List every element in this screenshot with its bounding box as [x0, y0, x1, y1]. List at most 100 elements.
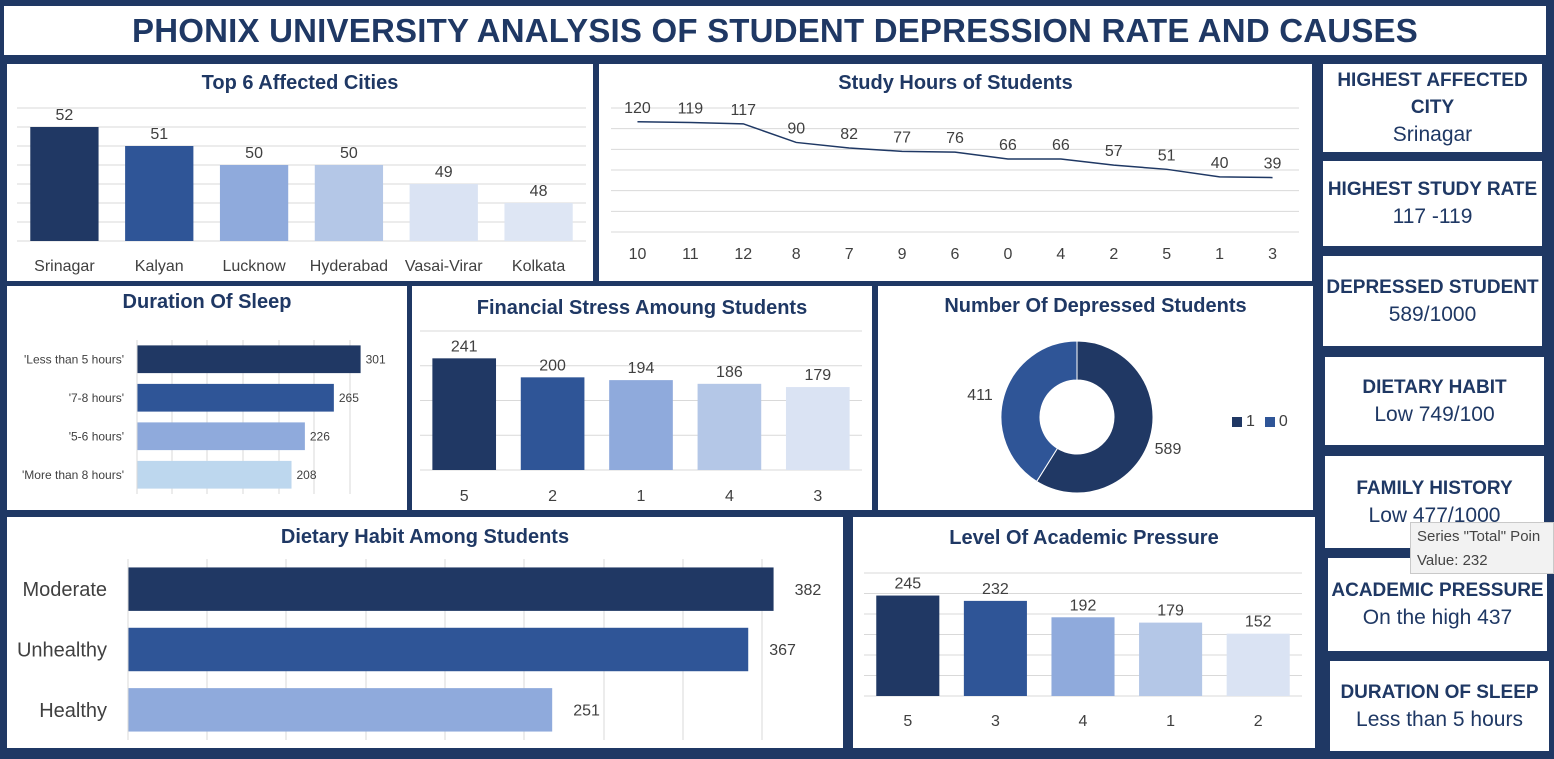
category-label: 1	[637, 488, 646, 505]
category-label: Hyderabad	[310, 258, 388, 275]
financial-chart-panel[interactable]: Financial Stress Amoung Students 241 5 200…	[412, 286, 872, 510]
kpi-value: Less than 5 hours	[1356, 707, 1523, 731]
academic-chart-panel[interactable]: Level Of Academic Pressure 245 5 232 3 192 4 1…	[853, 517, 1315, 748]
data-label: 49	[435, 164, 453, 181]
bar	[137, 383, 334, 412]
category-label: Healthy	[39, 700, 107, 722]
data-label: 265	[339, 391, 359, 405]
data-label: 382	[795, 582, 822, 599]
bar	[520, 377, 585, 470]
dietary-chart-title: Dietary Habit Among Students	[280, 526, 570, 548]
category-label: 'Less than 5 hours'	[24, 352, 124, 366]
data-label: 194	[628, 360, 655, 377]
bar	[504, 203, 573, 241]
data-label: 301	[366, 352, 386, 366]
bar	[1226, 633, 1290, 696]
kpi-label: DURATION OF SLEEP	[1340, 681, 1539, 703]
data-label: 82	[840, 126, 858, 143]
data-label: 251	[573, 702, 600, 719]
legend-label-1: 1	[1246, 413, 1255, 430]
financial-chart[interactable]: 241 5 200 2 194 1 186 4 179 3	[412, 286, 872, 510]
bar	[876, 595, 940, 696]
sleep-chart[interactable]: 301 'Less than 5 hours' 265 '7-8 hours' 226 '…	[7, 286, 407, 510]
kpi-card-affected-city: HIGHEST AFFECTED CITY Srinagar	[1323, 64, 1542, 152]
category-label: 3	[991, 713, 1000, 730]
kpi-value: On the high 437	[1362, 606, 1513, 629]
bar	[128, 688, 553, 732]
data-label: 152	[1245, 614, 1272, 631]
category-label: '5-6 hours'	[69, 429, 124, 443]
cities-chart[interactable]: 52 Srinagar 51 Kalyan 50 Lucknow 50 Hyderabad 49…	[7, 64, 593, 281]
category-label: 5	[460, 488, 469, 505]
kpi-card-dietary-habit: DIETARY HABIT Low 749/100	[1325, 357, 1544, 445]
bar	[137, 422, 305, 451]
bar	[128, 627, 749, 672]
data-label: 232	[982, 581, 1009, 598]
category-label: 12	[734, 246, 752, 263]
data-label: 51	[150, 126, 168, 143]
kpi-value: 117 -119	[1392, 205, 1473, 228]
title-banner: PHONIX UNIVERSITY ANALYSIS OF STUDENT DE…	[4, 6, 1546, 55]
kpi-value: Srinagar	[1392, 123, 1473, 146]
category-label: 1	[1166, 713, 1175, 730]
legend-swatch-1	[1232, 417, 1242, 427]
bar	[125, 146, 194, 241]
data-label: 117	[731, 102, 757, 119]
category-label: 'More than 8 hours'	[22, 468, 124, 482]
data-label: 51	[1158, 147, 1176, 164]
category-label: 3	[813, 488, 822, 505]
category-label: 8	[792, 246, 801, 263]
data-label: 245	[894, 576, 921, 593]
bar	[609, 380, 673, 470]
study-chart-panel[interactable]: Study Hours of Students 120 10 119 11 117 12 9…	[599, 64, 1312, 281]
bar	[219, 165, 289, 241]
category-label: 4	[1079, 713, 1088, 730]
data-label: 179	[1157, 603, 1184, 620]
depressed-chart-panel[interactable]: Number Of Depressed Students 589 411 1 0	[878, 286, 1313, 510]
data-label: 77	[893, 129, 911, 146]
data-label: 76	[946, 130, 964, 147]
sleep-chart-title: Duration Of Sleep	[122, 291, 292, 313]
dietary-chart[interactable]: 382 Moderate 367 Unhealthy 251 Healthy	[7, 517, 843, 748]
sleep-chart-panel[interactable]: Duration Of Sleep 301 'Less than 5 hours'…	[7, 286, 407, 510]
academic-chart[interactable]: 245 5 232 3 192 4 179 1 152 2	[853, 517, 1315, 748]
category-label: 4	[1056, 246, 1065, 263]
category-label: Lucknow	[223, 258, 287, 275]
tooltip-series: Series "Total" Poin	[1417, 528, 1541, 545]
data-label: 66	[1052, 137, 1070, 154]
data-label: 200	[539, 357, 566, 374]
pie-slice	[1000, 340, 1078, 483]
data-label: 48	[530, 183, 548, 200]
kpi-label: ACADEMIC PRESSURE	[1331, 580, 1544, 601]
data-label: 50	[245, 145, 263, 162]
category-label: 9	[898, 246, 907, 263]
category-label: 2	[1109, 246, 1118, 263]
tooltip-value: Value: 232	[1417, 552, 1488, 569]
depressed-legend: 1 0	[1232, 413, 1288, 431]
kpi-label: DEPRESSED STUDENT	[1326, 276, 1539, 298]
category-label: Srinagar	[34, 258, 95, 275]
bar	[409, 184, 478, 241]
data-label: 186	[716, 364, 743, 381]
data-label: 367	[769, 642, 796, 659]
category-label: 2	[1254, 713, 1263, 730]
category-label: 3	[1268, 246, 1277, 263]
data-label: 90	[787, 120, 805, 137]
data-label: 411	[967, 387, 993, 404]
data-label: 50	[340, 145, 358, 162]
cities-chart-title: Top 6 Affected Cities	[201, 72, 399, 94]
study-chart-title: Study Hours of Students	[838, 72, 1073, 94]
bar	[137, 345, 361, 374]
data-label: 589	[1155, 441, 1182, 458]
study-chart[interactable]: 1201011911117129088277797666606645725154…	[599, 64, 1312, 281]
kpi-label: DIETARY HABIT	[1362, 376, 1507, 398]
data-label: 119	[678, 100, 704, 117]
category-label: 5	[903, 713, 912, 730]
bar	[697, 383, 762, 470]
category-label: 2	[548, 488, 557, 505]
bar	[1051, 617, 1115, 696]
cities-chart-panel[interactable]: Top 6 Affected Cities 52 Srinagar 51 Kalyan…	[7, 64, 593, 281]
depressed-chart[interactable]: 589 411	[878, 286, 1313, 510]
kpi-value: Low 749/100	[1374, 402, 1495, 426]
dietary-chart-panel[interactable]: Dietary Habit Among Students 382 Moderate…	[7, 517, 843, 748]
